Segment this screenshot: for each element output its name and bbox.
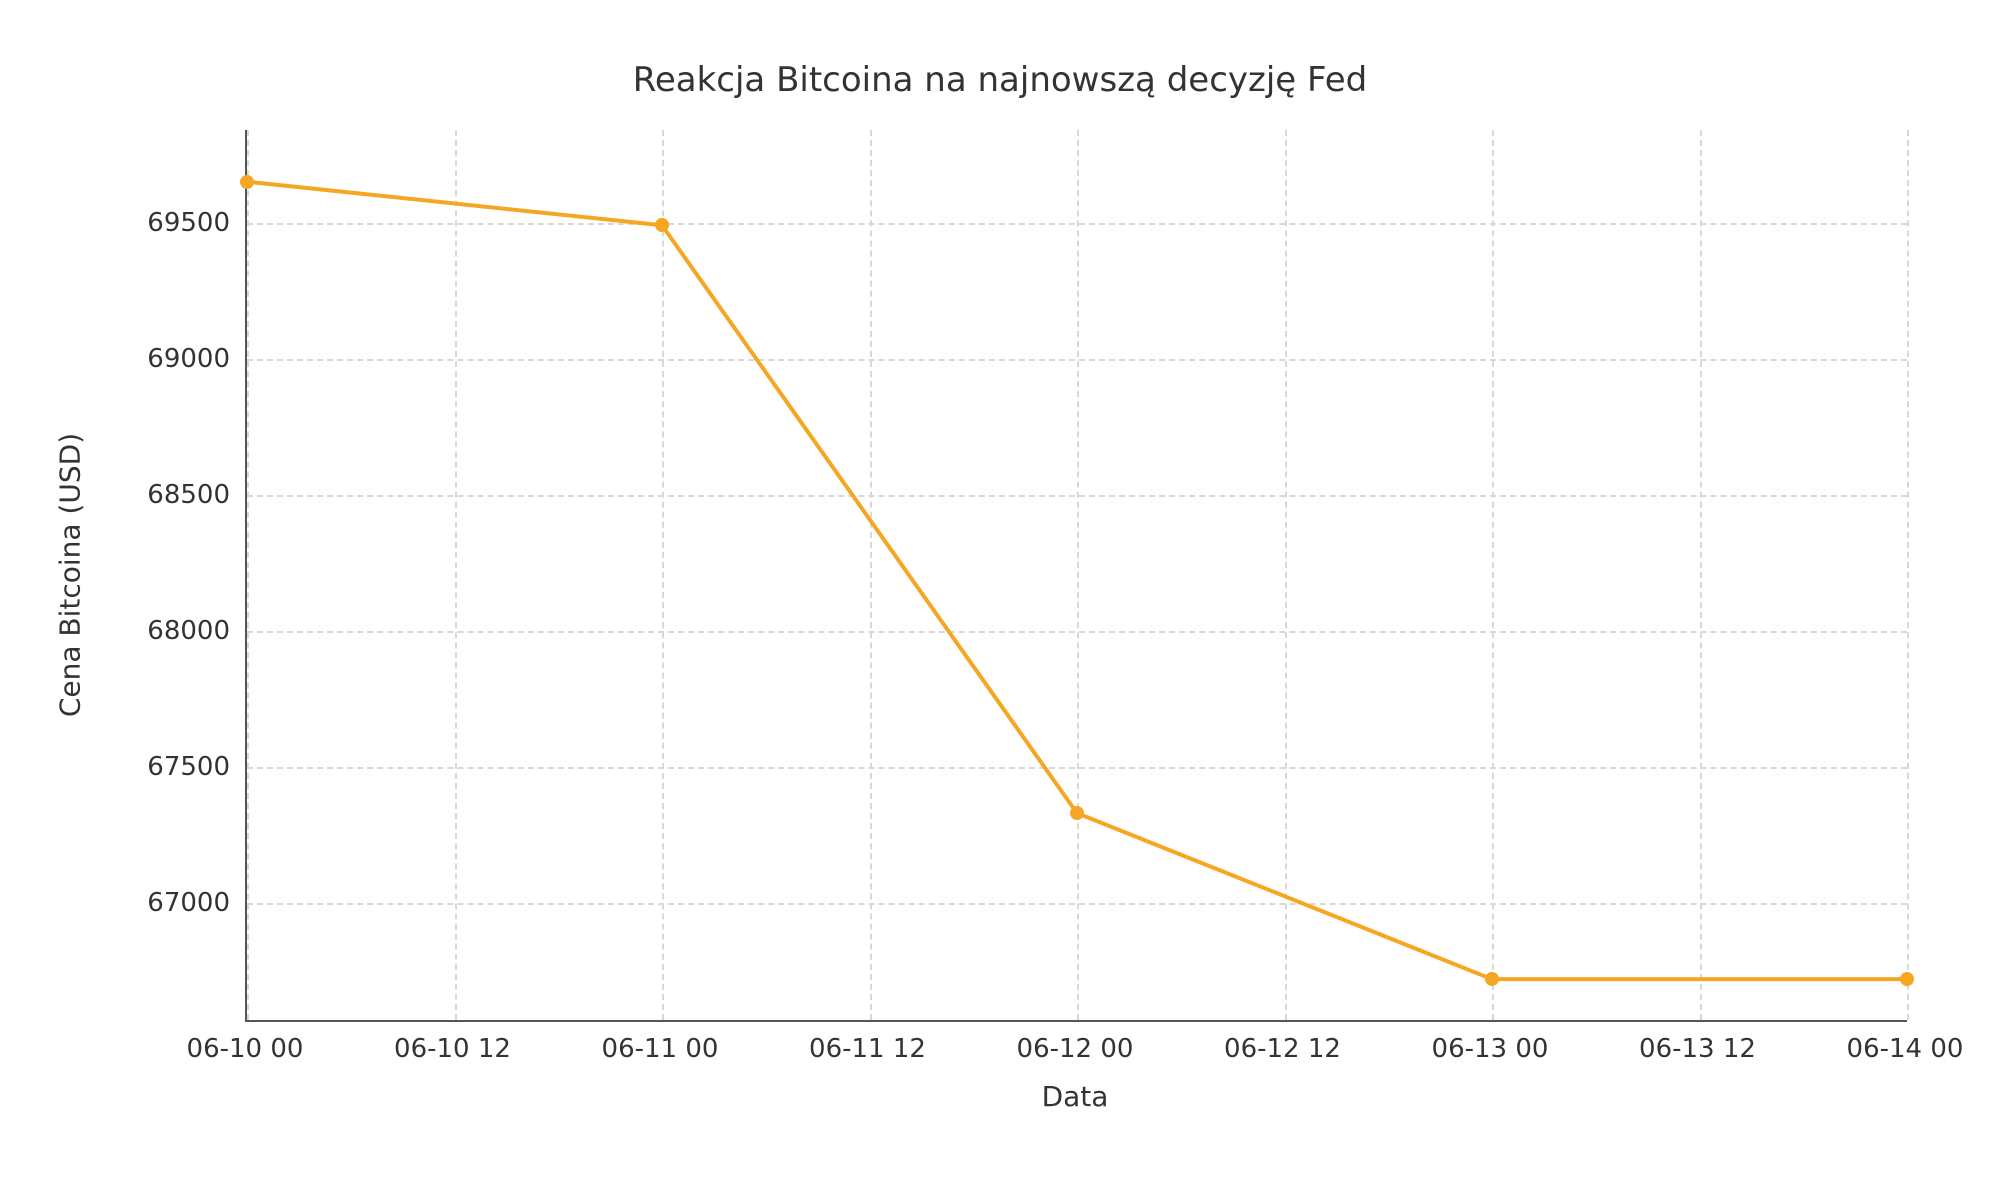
chart-title: Reakcja Bitcoina na najnowszą decyzję Fe…	[0, 60, 2000, 100]
data-marker	[1070, 806, 1084, 820]
y-tick-label: 67500	[135, 752, 230, 782]
x-axis-label: Data	[245, 1080, 1905, 1113]
y-tick-label: 68500	[135, 480, 230, 510]
y-tick-label: 69000	[135, 344, 230, 374]
y-tick-label: 69500	[135, 208, 230, 238]
y-tick-label: 67000	[135, 888, 230, 918]
y-tick-label: 68000	[135, 616, 230, 646]
x-tick-label: 06-14 00	[1847, 1034, 1964, 1064]
grid-line-vertical	[1907, 130, 1909, 1020]
x-tick-label: 06-11 12	[809, 1034, 926, 1064]
x-tick-label: 06-10 00	[187, 1034, 304, 1064]
data-marker	[240, 175, 254, 189]
x-tick-label: 06-13 12	[1639, 1034, 1756, 1064]
x-tick-label: 06-11 00	[602, 1034, 719, 1064]
x-tick-label: 06-12 00	[1017, 1034, 1134, 1064]
y-axis-label: Cena Bitcoina (USD)	[54, 433, 87, 717]
x-tick-label: 06-12 12	[1224, 1034, 1341, 1064]
plot-area	[245, 130, 1907, 1022]
data-marker	[655, 218, 669, 232]
x-tick-label: 06-10 12	[394, 1034, 511, 1064]
data-marker	[1900, 972, 1914, 986]
price-line	[247, 130, 1907, 1020]
x-tick-label: 06-13 00	[1432, 1034, 1549, 1064]
data-marker	[1485, 972, 1499, 986]
bitcoin-fed-chart: Reakcja Bitcoina na najnowszą decyzję Fe…	[0, 0, 2000, 1200]
